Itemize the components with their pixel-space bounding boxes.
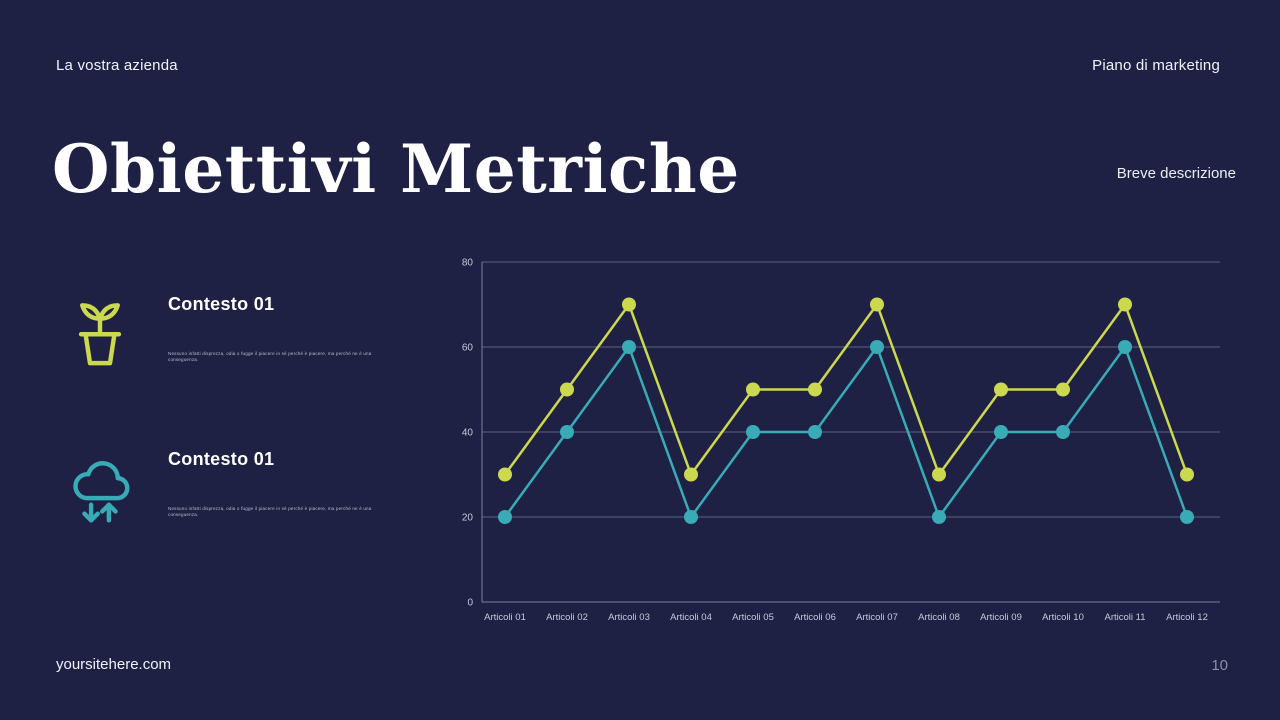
y-tick-label: 60 (462, 343, 474, 354)
data-point-serie-teal (994, 425, 1008, 439)
x-tick-label: Articoli 06 (794, 612, 836, 623)
document-title: Piano di marketing (1092, 57, 1220, 74)
context-text-2: Contesto 01 Nessuno infatti disprezza, o… (168, 443, 418, 518)
x-tick-label: Articoli 05 (732, 612, 774, 623)
data-point-serie-teal (622, 340, 636, 354)
x-tick-label: Articoli 02 (546, 612, 588, 623)
data-point-serie-teal (870, 340, 884, 354)
x-tick-label: Articoli 03 (608, 612, 650, 623)
data-point-serie-verde (932, 467, 946, 482)
footer-site-link: yoursitehere.com (56, 656, 172, 673)
data-point-serie-teal (1056, 425, 1070, 439)
company-name: La vostra azienda (56, 57, 178, 74)
data-point-serie-verde (870, 297, 884, 312)
data-point-serie-verde (1180, 467, 1194, 482)
x-tick-label: Articoli 01 (484, 612, 526, 623)
x-tick-label: Articoli 07 (856, 612, 898, 623)
data-point-serie-teal (932, 510, 946, 524)
data-point-serie-teal (1180, 510, 1194, 524)
data-point-serie-verde (808, 382, 822, 397)
data-point-serie-verde (1056, 382, 1070, 397)
data-point-serie-verde (684, 467, 698, 482)
data-point-serie-teal (746, 425, 760, 439)
metrics-line-chart: 0 20 40 60 80 Articoli 01 Articoli 02 Articoli … (462, 258, 1220, 623)
context-heading: Contesto 01 (168, 294, 275, 314)
page-number: 10 (1211, 657, 1228, 674)
data-point-serie-verde (622, 297, 636, 312)
data-point-serie-teal (1118, 340, 1132, 354)
data-point-serie-teal (560, 425, 574, 439)
data-point-serie-verde (498, 467, 512, 482)
data-point-serie-verde (746, 382, 760, 397)
data-point-serie-teal (684, 510, 698, 524)
x-tick-label: Articoli 04 (670, 612, 712, 623)
y-tick-label: 0 (467, 598, 473, 609)
context-heading: Contesto 01 (168, 449, 275, 469)
data-point-serie-verde (1118, 297, 1132, 312)
context-body: Nessuno infatti disprezza, odia o fugge … (168, 351, 372, 362)
x-tick-label: Articoli 10 (1042, 612, 1084, 623)
series-line-serie-verde (503, 301, 1189, 478)
plant-icon (60, 292, 140, 372)
x-tick-label: Articoli 08 (918, 612, 960, 623)
context-block-1: Contesto 01 Nessuno infatti disprezza, o… (60, 288, 418, 372)
x-tick-label: Articoli 11 (1104, 612, 1145, 623)
context-block-2: Contesto 01 Nessuno infatti disprezza, o… (60, 443, 418, 527)
x-tick-label: Articoli 09 (980, 612, 1022, 623)
data-point-serie-teal (498, 510, 512, 524)
y-tick-label: 20 (462, 513, 474, 524)
cloud-sync-icon (60, 447, 140, 527)
data-point-serie-verde (994, 382, 1008, 397)
y-tick-label: 80 (462, 258, 474, 269)
series-line-serie-teal (503, 344, 1189, 520)
short-description-label: Breve descrizione (1116, 165, 1236, 182)
context-text-1: Contesto 01 Nessuno infatti disprezza, o… (168, 288, 418, 363)
x-tick-label: Articoli 12 (1166, 612, 1208, 623)
data-point-serie-verde (560, 382, 574, 397)
context-body: Nessuno infatti disprezza, odia o fugge … (168, 506, 372, 517)
data-point-serie-teal (808, 425, 822, 439)
y-tick-label: 40 (462, 428, 474, 439)
page-title: Obiettivi Metriche (52, 130, 740, 208)
